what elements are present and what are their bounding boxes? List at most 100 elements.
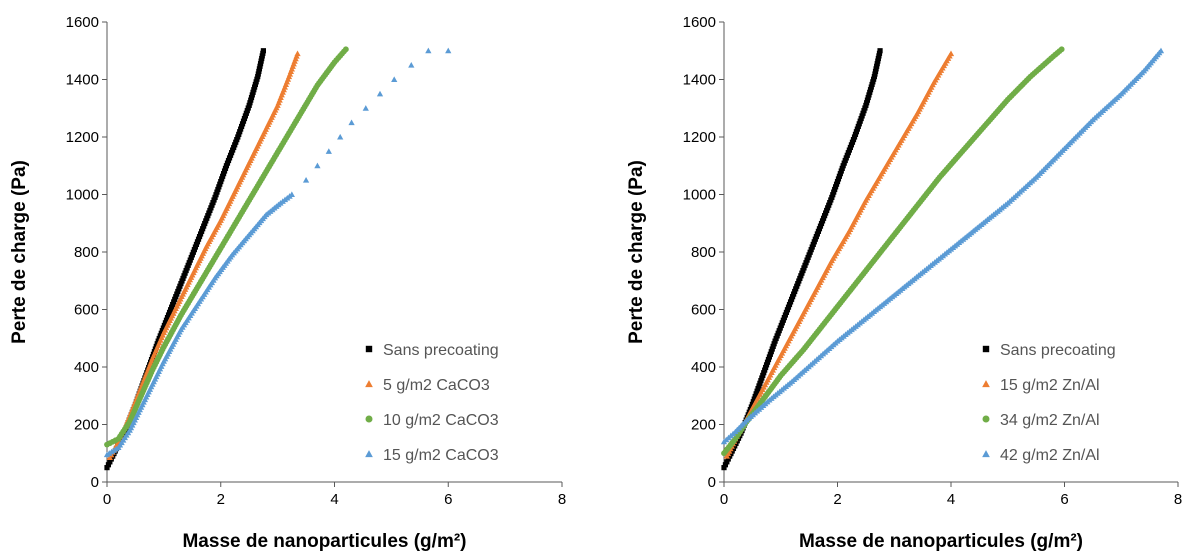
- right-data-point: [858, 115, 864, 122]
- left-y-tick-label: 0: [91, 474, 99, 491]
- right-data-point: [818, 220, 825, 227]
- right-data-point: [860, 110, 866, 116]
- left-y-tick-label: 1400: [66, 72, 99, 89]
- left-data-point: [391, 76, 398, 82]
- left-data-point: [246, 102, 252, 108]
- left-data-point: [302, 177, 310, 183]
- right-data-point: [763, 364, 769, 371]
- right-data-point: [804, 257, 810, 263]
- right-legend-label: Sans precoating: [1000, 342, 1116, 359]
- right-y-tick-label: 0: [708, 474, 716, 491]
- right-x-tick-label: 8: [1174, 491, 1182, 508]
- right-data-point: [833, 184, 839, 190]
- left-data-point: [104, 465, 110, 471]
- right-data-point: [1058, 46, 1065, 53]
- right-data-point: [837, 171, 843, 177]
- right-data-point: [766, 354, 772, 360]
- right-data-point: [749, 401, 755, 407]
- right-data-point: [788, 296, 795, 302]
- right-data-point: [781, 315, 787, 321]
- left-data-point: [199, 228, 205, 234]
- left-data-point: [208, 205, 214, 211]
- right-x-tick-label: 2: [833, 491, 841, 508]
- right-data-point: [855, 123, 861, 130]
- left-data-point: [239, 121, 246, 127]
- right-y-tick-label: 400: [691, 359, 716, 376]
- left-data-point: [224, 160, 231, 166]
- right-data-point: [764, 359, 771, 365]
- left-data-point: [173, 294, 179, 300]
- right-data-point: [857, 118, 863, 124]
- right-data-point: [754, 388, 760, 394]
- left-data-point: [252, 84, 258, 90]
- right-data-point: [776, 328, 782, 334]
- right-series-3: [721, 46, 1065, 457]
- left-data-point: [253, 79, 259, 85]
- right-data-point: [947, 50, 955, 57]
- left-data-point: [201, 223, 207, 229]
- right-x-tick-label: 0: [720, 491, 728, 508]
- right-data-point: [755, 385, 761, 392]
- left-data-point: [169, 304, 175, 310]
- right-data-point: [820, 215, 827, 221]
- right-data-point: [800, 267, 806, 274]
- left-data-point: [260, 48, 267, 54]
- left-data-point: [165, 312, 172, 318]
- left-data-point: [362, 105, 369, 111]
- left-data-point: [184, 265, 190, 271]
- left-data-point: [227, 152, 234, 158]
- left-data-point: [217, 181, 223, 187]
- right-legend: Sans precoating 15 g/m2 Zn/Al 34 g/m2 Zn/A…: [982, 342, 1116, 464]
- left-data-point: [185, 262, 191, 268]
- left-data-point: [155, 338, 161, 344]
- left-data-point: [337, 133, 344, 140]
- right-data-point: [787, 299, 794, 305]
- right-legend-label: 34 g/m2 Zn/Al: [1000, 412, 1100, 429]
- left-y-tick-label: 1000: [66, 187, 99, 204]
- right-data-point: [753, 391, 759, 397]
- right-data-point: [786, 301, 793, 308]
- left-data-point: [243, 110, 249, 116]
- right-data-point: [842, 157, 848, 164]
- left-data-point: [174, 291, 180, 297]
- right-data-point: [864, 100, 870, 106]
- right-data-point: [785, 304, 792, 310]
- right-data-point: [721, 465, 727, 471]
- left-data-point: [200, 226, 206, 232]
- right-x-tick-label: 6: [1060, 491, 1068, 508]
- left-data-point: [211, 197, 217, 203]
- right-data-point: [756, 383, 762, 389]
- left-data-point: [175, 288, 181, 295]
- left-chart: 0 200 400 600 800 1000 1200 1400 1600 0 2 4 6 8 Masse …: [9, 14, 566, 552]
- right-data-point: [1157, 47, 1165, 54]
- left-data-point: [194, 239, 201, 245]
- left-series-2: [106, 50, 301, 461]
- right-y-axis-title: Perte de charge (Pa): [626, 160, 647, 344]
- left-data-point: [166, 309, 173, 315]
- right-data-point: [843, 155, 849, 161]
- right-data-point: [854, 126, 860, 132]
- right-data-point: [824, 207, 830, 214]
- right-data-point: [770, 343, 776, 349]
- left-data-point: [229, 150, 235, 156]
- right-data-point: [830, 192, 836, 198]
- left-data-point: [209, 202, 215, 208]
- right-data-point: [864, 97, 871, 103]
- left-data-point: [167, 307, 174, 313]
- left-y-tick-label: 1200: [66, 129, 99, 146]
- left-legend-label: 10 g/m2 CaCO3: [383, 412, 499, 429]
- right-data-point: [851, 134, 858, 140]
- right-data-point: [865, 94, 871, 101]
- right-data-point: [797, 275, 803, 281]
- left-data-point: [408, 62, 415, 68]
- left-data-point: [192, 244, 199, 250]
- left-data-point: [348, 119, 355, 126]
- right-data-point: [834, 178, 841, 185]
- right-y-tick-label: 1600: [683, 14, 716, 31]
- right-data-point: [845, 150, 851, 156]
- right-data-point: [841, 160, 847, 166]
- left-data-point: [159, 328, 165, 334]
- left-data-point: [231, 144, 237, 151]
- right-data-point: [813, 233, 819, 240]
- left-legend-marker: [365, 345, 373, 353]
